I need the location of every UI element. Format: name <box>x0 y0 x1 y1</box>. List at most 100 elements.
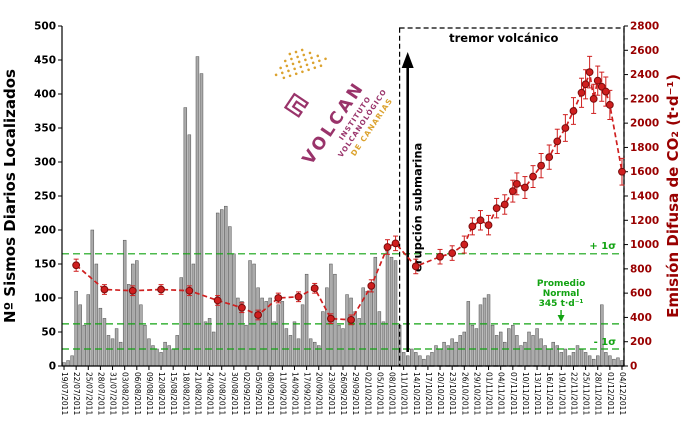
bar <box>600 304 604 367</box>
bar <box>563 348 568 367</box>
co2-point <box>274 294 283 302</box>
co2-point <box>391 239 400 248</box>
bars-group <box>62 56 624 367</box>
bar <box>535 328 539 367</box>
bar <box>422 358 426 367</box>
co2-point <box>476 216 485 225</box>
bar <box>131 263 135 367</box>
x-tick-label: 30/08/2011 <box>230 372 239 415</box>
bar <box>155 348 159 367</box>
bar <box>393 260 398 367</box>
bar <box>191 263 196 367</box>
logo-dot <box>288 74 292 78</box>
x-tick-label: 13/11/2011 <box>533 372 542 415</box>
bar <box>90 229 95 367</box>
bar <box>203 321 208 367</box>
bar <box>381 321 386 367</box>
bar <box>539 338 543 367</box>
x-tick-label: 20/10/2011 <box>436 372 445 415</box>
x-tick-label: 10/11/2011 <box>521 372 530 415</box>
bar <box>410 348 414 367</box>
bar <box>414 352 418 367</box>
x-tick-label: 11/10/2011 <box>400 372 409 415</box>
x-tick-label: 09/08/2011 <box>145 372 154 415</box>
x-tick-label: 08/09/2011 <box>266 372 275 415</box>
co2-point <box>383 243 392 251</box>
y-right-tick-label: 1000 <box>630 239 659 251</box>
logo-dot <box>313 66 317 70</box>
y-right-tick-label: 600 <box>630 288 652 300</box>
y-right-tick-label: 200 <box>630 336 652 348</box>
bar <box>426 355 430 367</box>
co2-point <box>512 179 521 188</box>
bar <box>304 273 309 367</box>
bar <box>321 311 325 367</box>
x-tick-label: 17/09/2011 <box>303 372 312 415</box>
promedio-label-line: Normal <box>543 289 580 299</box>
y-left-tick-label: 350 <box>34 123 56 135</box>
bar <box>147 338 151 367</box>
logo-dot <box>280 71 284 75</box>
bar <box>341 328 345 367</box>
bar <box>106 335 111 367</box>
logo-dot <box>287 69 290 73</box>
bar <box>110 338 115 367</box>
x-tick-label: 02/10/2011 <box>363 372 372 415</box>
bar <box>248 260 252 367</box>
bar <box>571 352 576 367</box>
bar <box>579 348 584 367</box>
bar <box>531 335 535 367</box>
y-left-tick-label: 100 <box>34 293 56 305</box>
x-tick-label: 01/12/2011 <box>606 372 615 415</box>
x-tick-label: 25/07/2011 <box>84 372 93 415</box>
co2-point <box>185 286 194 295</box>
x-tick-label: 22/07/2011 <box>72 372 81 415</box>
bar <box>490 324 495 367</box>
y-right-tick-label: 800 <box>630 263 652 275</box>
co2-point <box>294 292 303 301</box>
bar <box>608 355 612 367</box>
co2-point <box>484 221 493 230</box>
bar <box>224 205 228 367</box>
promedio-arrowhead-icon <box>557 315 565 322</box>
bar <box>143 324 147 367</box>
bar <box>604 352 608 367</box>
x-tick-label: 19/07/2011 <box>60 372 69 415</box>
bar <box>369 284 374 367</box>
co2-point <box>460 240 469 249</box>
bar <box>503 341 507 367</box>
logo-dot <box>283 59 287 63</box>
y-left-tick-label: 50 <box>41 327 56 339</box>
bar <box>494 335 499 367</box>
co2-point <box>561 124 570 132</box>
bar <box>244 324 248 367</box>
eruption-arrow: erupción submarina <box>401 52 425 352</box>
bar <box>559 352 564 367</box>
co2-point <box>468 222 477 231</box>
bar <box>94 263 99 367</box>
co2-point <box>601 87 610 96</box>
co2-point <box>589 94 598 103</box>
y-left-tick-label: 250 <box>34 191 56 203</box>
logo-dot <box>301 70 304 74</box>
co2-point <box>72 261 81 270</box>
logo-dot <box>318 59 321 63</box>
x-tick-label: 23/09/2011 <box>327 372 336 415</box>
bar <box>272 321 276 367</box>
y-right-tick-label: 1200 <box>630 215 659 227</box>
bar <box>66 360 70 367</box>
bar <box>551 341 555 367</box>
logo-dot <box>319 64 323 68</box>
x-tick-label: 22/11/2011 <box>569 372 578 415</box>
logo-dot <box>282 76 286 80</box>
bar <box>215 212 220 367</box>
y-right-tick-label: 2400 <box>630 69 659 81</box>
x-tick-label: 27/08/2011 <box>218 372 227 415</box>
x-tick-label: 02/09/2011 <box>242 372 251 415</box>
co2-point <box>448 249 457 257</box>
bar <box>458 335 462 367</box>
x-tick-label: 14/09/2011 <box>290 372 299 415</box>
bar <box>159 352 163 367</box>
logo-dot <box>304 58 307 62</box>
